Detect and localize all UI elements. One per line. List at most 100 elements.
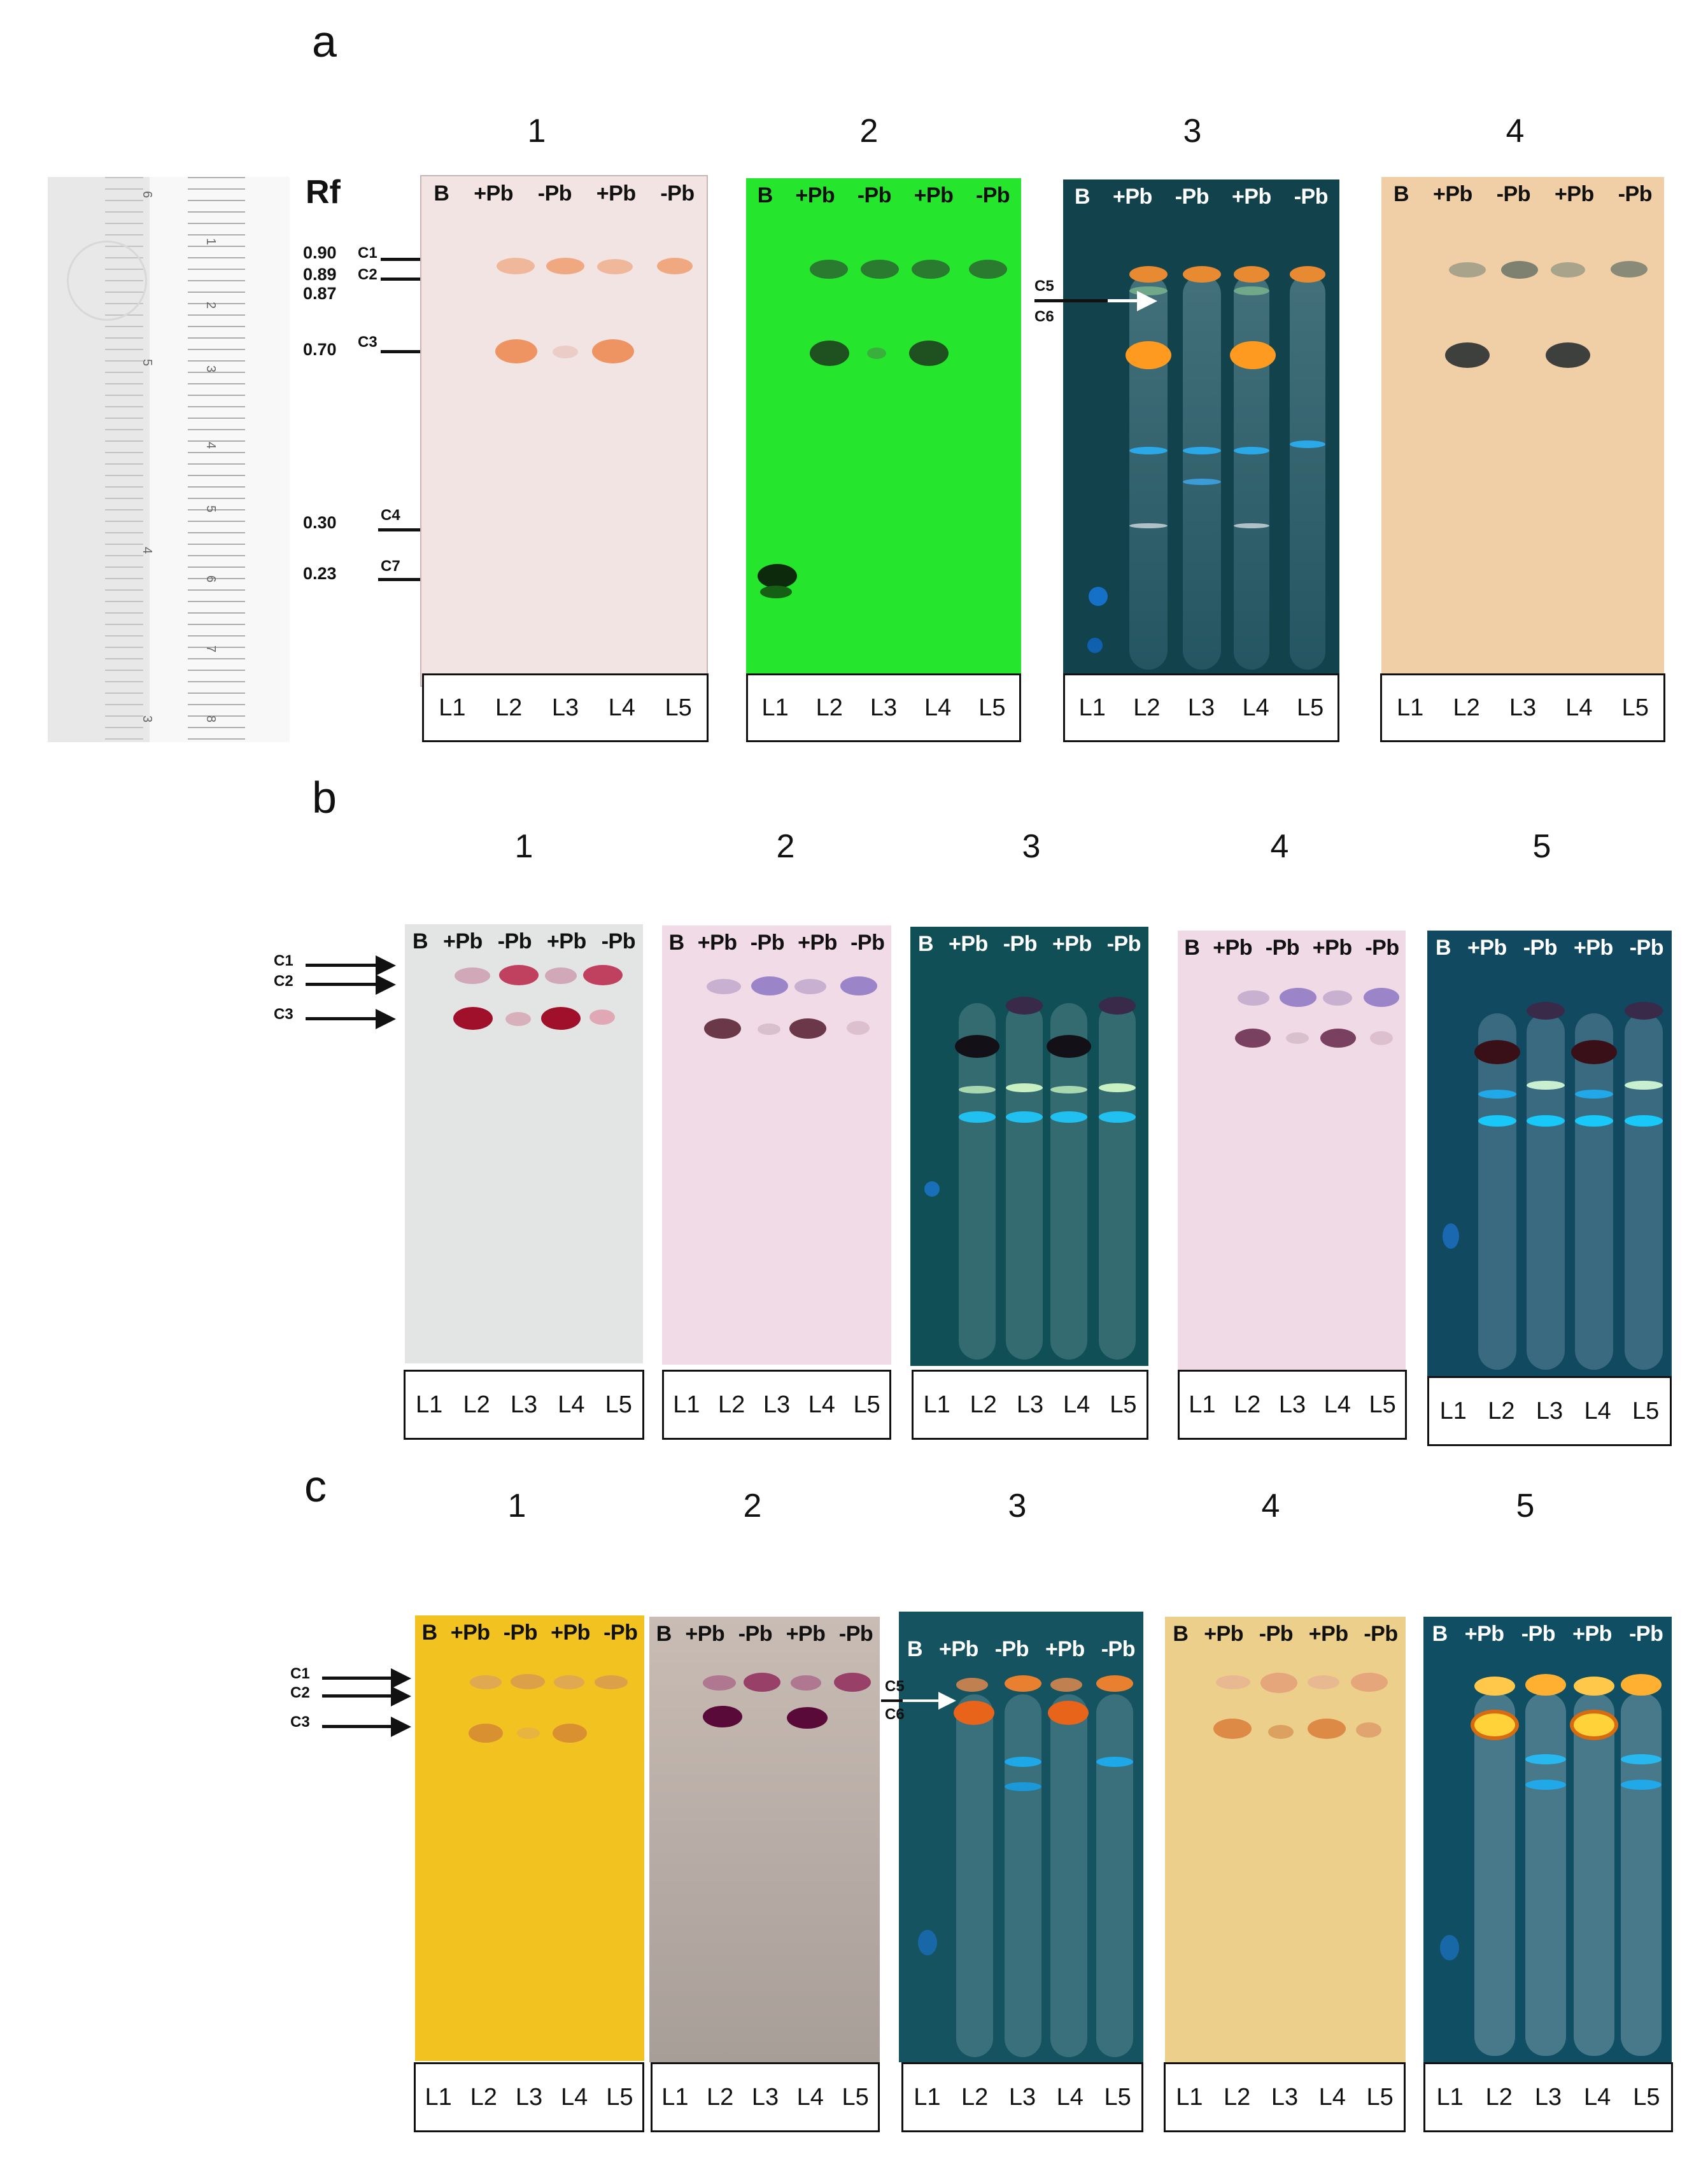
lane-header: -Pb <box>1265 936 1300 960</box>
lane-label: L4 <box>608 694 635 721</box>
rf-title: Rf <box>306 174 341 211</box>
lane-header-row: B +Pb -Pb +Pb -Pb <box>662 931 891 955</box>
section-a-label: a <box>312 17 337 66</box>
lane-label: L5 <box>1297 694 1324 721</box>
spot <box>969 260 1007 279</box>
arrow-head <box>391 1668 411 1689</box>
lane-header: -Pb <box>1175 185 1210 209</box>
spot <box>1356 1722 1381 1738</box>
spot <box>589 1009 615 1025</box>
compound-label: C1 <box>274 952 293 969</box>
lane-header: +Pb <box>938 1637 978 1661</box>
band <box>1129 523 1168 528</box>
lane-header: +Pb <box>795 183 835 207</box>
lane-header: -Pb <box>497 929 532 953</box>
ruler-mark: 6 <box>204 575 218 583</box>
arrow-head <box>391 1686 411 1706</box>
arrow <box>306 1017 377 1020</box>
panel-a2-number: 2 <box>859 113 879 150</box>
lane-header-row: B +Pb -Pb +Pb -Pb <box>1063 185 1339 209</box>
plate-a4: B +Pb -Pb +Pb -Pb <box>1381 177 1664 680</box>
spot <box>1308 1675 1339 1689</box>
band <box>1575 1090 1613 1099</box>
spot <box>541 1007 581 1030</box>
compound-label: C6 <box>885 1706 905 1723</box>
spot <box>1048 1701 1089 1725</box>
arrow <box>322 1677 392 1680</box>
spot <box>1621 1674 1662 1696</box>
band <box>1527 1115 1565 1127</box>
spot <box>1474 1677 1515 1696</box>
streak <box>1050 1003 1087 1360</box>
panel-a1-number: 1 <box>527 113 546 150</box>
spot <box>1323 990 1352 1006</box>
spot <box>912 260 950 279</box>
spot <box>703 1706 742 1727</box>
spot <box>1370 1031 1393 1045</box>
band <box>1096 1757 1133 1767</box>
arrow-head <box>376 1009 396 1029</box>
spot <box>1280 988 1316 1007</box>
spot <box>495 339 537 363</box>
lane-label: L3 <box>1271 2083 1299 2111</box>
ruler-mark: 1 <box>204 237 218 246</box>
band <box>1050 1111 1087 1123</box>
lane-header: -Pb <box>601 929 636 953</box>
lane-label: L2 <box>718 1391 745 1418</box>
ruler-mark: 3 <box>204 365 218 373</box>
lane-header: +Pb <box>786 1622 826 1646</box>
arrow-head <box>376 955 396 976</box>
lane-header-row: B +Pb -Pb +Pb -Pb <box>1423 1622 1672 1647</box>
lane-label: L1 <box>425 2083 452 2111</box>
ruler-mark: 5 <box>204 505 218 513</box>
compound-label: C2 <box>290 1684 310 1701</box>
spot <box>1551 262 1585 278</box>
ruler-mark: 7 <box>204 645 218 653</box>
spot <box>1087 638 1103 653</box>
panel-c2-number: 2 <box>743 1487 762 1524</box>
lane-header: +Pb <box>1432 182 1472 206</box>
band <box>1183 447 1221 454</box>
lane-header: -Pb <box>838 1622 873 1646</box>
band <box>1621 1754 1662 1764</box>
band <box>1621 1780 1662 1790</box>
lane-label: L1 <box>1189 1391 1216 1418</box>
lane-label: L2 <box>1485 2083 1513 2111</box>
lane-header: +Pb <box>697 931 737 955</box>
lane-label: L1 <box>1176 2083 1203 2111</box>
band <box>1478 1115 1516 1127</box>
lane-label-box-b1: L1 L2 L3 L4 L5 <box>404 1370 644 1440</box>
streak <box>1006 1003 1043 1360</box>
lane-label: L5 <box>665 694 692 721</box>
lane-label-box-b5: L1 L2 L3 L4 L5 <box>1427 1376 1672 1446</box>
spot <box>918 1930 937 1955</box>
streak <box>1005 1694 1041 2057</box>
compound-label: C2 <box>358 266 378 283</box>
lane-header: -Pb <box>1364 1622 1398 1646</box>
plate-c4: B +Pb -Pb +Pb -Pb <box>1165 1617 1406 2062</box>
lane-header: B <box>434 181 449 206</box>
streak <box>1575 1013 1613 1370</box>
lane-label: L4 <box>1063 1391 1090 1418</box>
spot <box>455 967 490 984</box>
band <box>959 1111 996 1123</box>
ruler-mark: 4 <box>140 546 155 554</box>
lane-label-box-c2: L1 L2 L3 L4 L5 <box>651 2062 880 2132</box>
lane-header: +Pb <box>474 181 513 206</box>
spot <box>1268 1725 1294 1739</box>
arrow <box>881 1699 903 1702</box>
lane-header-row: B +Pb -Pb +Pb -Pb <box>899 1637 1143 1662</box>
lane-header: +Pb <box>1572 1622 1612 1646</box>
spot <box>704 1018 741 1039</box>
plate-b2: B +Pb -Pb +Pb -Pb <box>662 925 891 1365</box>
ruler-mark: 5 <box>140 358 155 367</box>
band <box>1234 523 1269 528</box>
spot <box>834 1673 871 1692</box>
band <box>1290 440 1325 448</box>
lane-label: L3 <box>1187 694 1215 721</box>
lane-label: L1 <box>1436 2083 1464 2111</box>
lane-label: L3 <box>1509 694 1537 721</box>
lane-header: +Pb <box>551 1621 590 1645</box>
spot <box>1364 988 1399 1007</box>
arrow <box>378 578 448 581</box>
